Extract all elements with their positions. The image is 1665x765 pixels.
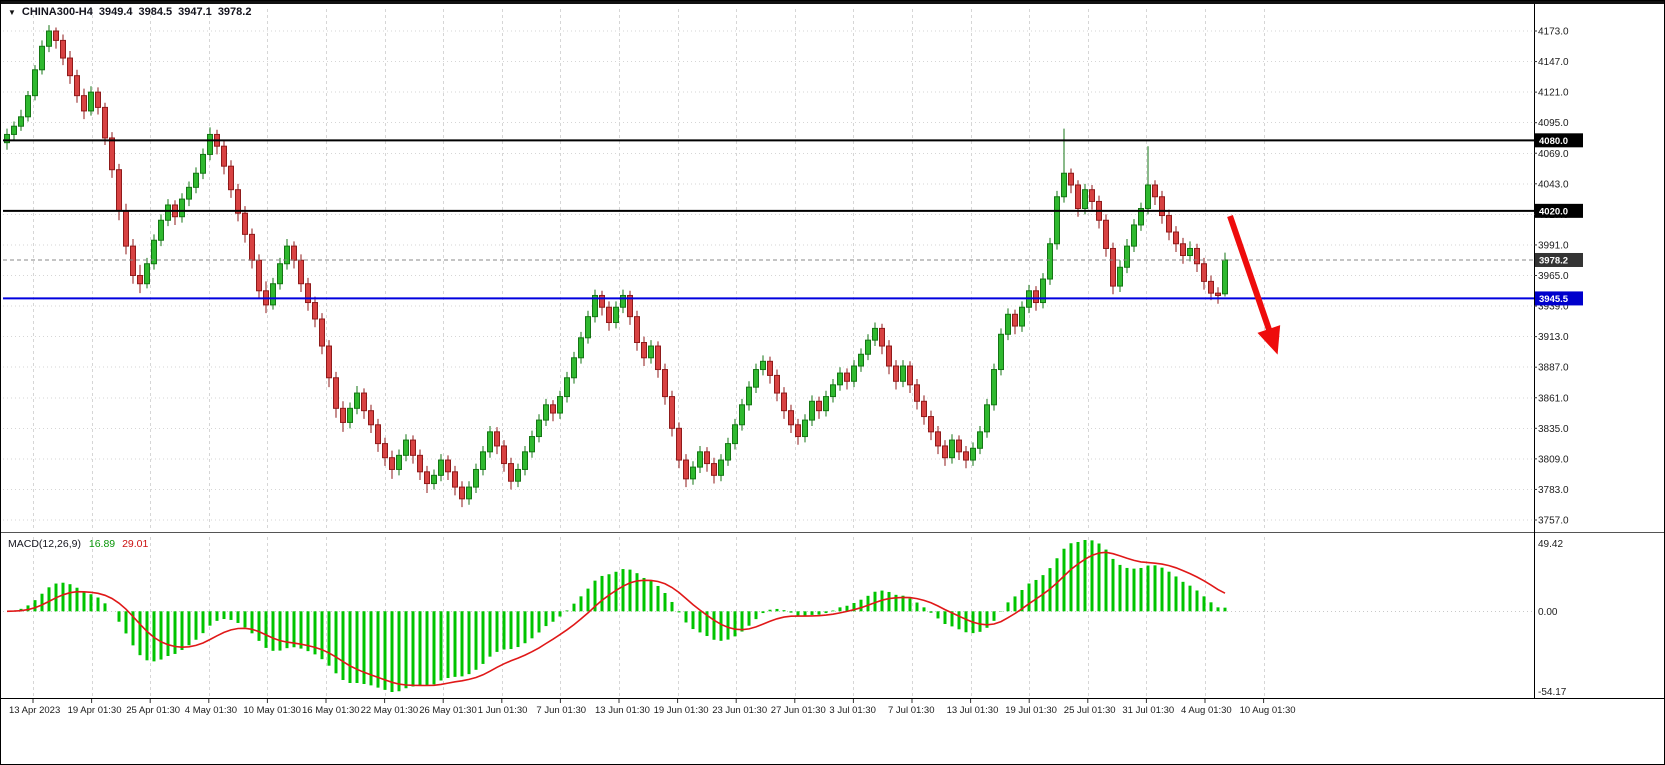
svg-text:13 Jul 01:30: 13 Jul 01:30	[947, 705, 999, 716]
bar-close-value: 3978.2	[217, 6, 252, 18]
svg-text:3861.0: 3861.0	[1538, 393, 1569, 404]
pane-separators	[1, 4, 1664, 699]
svg-text:25 Apr 01:30: 25 Apr 01:30	[126, 705, 180, 716]
svg-text:7 Jul 01:30: 7 Jul 01:30	[888, 705, 934, 716]
svg-text:3978.2: 3978.2	[1539, 255, 1568, 266]
svg-text:10 Aug 01:30: 10 Aug 01:30	[1240, 705, 1296, 716]
svg-text:3 Jul 01:30: 3 Jul 01:30	[829, 705, 875, 716]
svg-text:3965.0: 3965.0	[1538, 271, 1569, 282]
svg-text:0.00: 0.00	[1538, 607, 1558, 618]
svg-text:3945.5: 3945.5	[1539, 294, 1569, 305]
svg-text:7 Jun 01:30: 7 Jun 01:30	[536, 705, 586, 716]
svg-text:4173.0: 4173.0	[1538, 27, 1569, 38]
svg-text:4121.0: 4121.0	[1538, 88, 1569, 99]
svg-text:27 Jun 01:30: 27 Jun 01:30	[771, 705, 826, 716]
price-badge	[1535, 203, 1583, 218]
svg-text:4069.0: 4069.0	[1538, 149, 1569, 160]
chart-dropdown-icon[interactable]: ▼	[8, 7, 16, 17]
price-badge	[1535, 291, 1583, 306]
svg-text:3939.0: 3939.0	[1538, 302, 1569, 313]
svg-text:4095.0: 4095.0	[1538, 118, 1569, 129]
svg-text:4043.0: 4043.0	[1538, 179, 1569, 190]
candlesticks	[4, 25, 1228, 508]
price-badge	[1535, 133, 1583, 148]
svg-text:10 May 01:30: 10 May 01:30	[243, 705, 301, 716]
macd-pane	[3, 540, 1534, 692]
svg-text:3887.0: 3887.0	[1538, 363, 1569, 374]
time-axis[interactable]: 13 Apr 2023 19 Apr 01:30 25 Apr 01:30 4 May…	[9, 699, 1296, 716]
svg-text:3757.0: 3757.0	[1538, 516, 1569, 527]
indicator-axis[interactable]: 49.42 0.00 -54.17	[1538, 539, 1567, 698]
macd-signal-value: 29.01	[122, 538, 149, 550]
svg-text:3783.0: 3783.0	[1538, 485, 1569, 496]
svg-text:31 Jul 01:30: 31 Jul 01:30	[1122, 705, 1174, 716]
svg-text:3809.0: 3809.0	[1538, 454, 1569, 465]
macd-indicator-header: MACD(12,26,9) 16.89 29.01	[8, 538, 148, 550]
svg-text:4147.0: 4147.0	[1538, 57, 1569, 68]
svg-text:49.42: 49.42	[1538, 539, 1563, 550]
svg-text:25 Jul 01:30: 25 Jul 01:30	[1064, 705, 1116, 716]
symbol-ohlc-header: ▼ CHINA300-H4 3949.4 3984.5 3947.1 3978.…	[8, 6, 251, 18]
svg-text:4020.0: 4020.0	[1539, 206, 1568, 217]
svg-text:3913.0: 3913.0	[1538, 332, 1569, 343]
svg-text:4080.0: 4080.0	[1539, 136, 1568, 147]
svg-text:19 Jun 01:30: 19 Jun 01:30	[654, 705, 709, 716]
trend-arrow[interactable]	[1227, 215, 1281, 355]
svg-text:13 Jun 01:30: 13 Jun 01:30	[595, 705, 650, 716]
bar-open-value: 3949.4	[98, 6, 133, 18]
price-axis[interactable]: 4173.04147.04121.04095.04069.04043.04017…	[1534, 27, 1569, 527]
svg-text:26 May 01:30: 26 May 01:30	[419, 705, 477, 716]
svg-text:3835.0: 3835.0	[1538, 424, 1569, 435]
svg-text:1 Jun 01:30: 1 Jun 01:30	[478, 705, 528, 716]
svg-text:13 Apr 2023: 13 Apr 2023	[9, 705, 60, 716]
svg-text:19 Apr 01:30: 19 Apr 01:30	[68, 705, 122, 716]
bar-low-value: 3947.1	[178, 6, 212, 18]
bar-high-value: 3984.5	[138, 6, 173, 18]
svg-text:19 Jul 01:30: 19 Jul 01:30	[1005, 705, 1057, 716]
svg-text:16 May 01:30: 16 May 01:30	[302, 705, 360, 716]
grid	[3, 9, 1534, 697]
macd-main-value: 16.89	[88, 538, 116, 550]
svg-text:4 Aug 01:30: 4 Aug 01:30	[1181, 705, 1232, 716]
svg-text:22 May 01:30: 22 May 01:30	[361, 705, 419, 716]
svg-text:3991.0: 3991.0	[1538, 240, 1569, 251]
macd-label: MACD(12,26,9)	[8, 538, 81, 550]
price-badge	[1535, 252, 1583, 267]
price-badges: 4080.0 4020.0 3945.5 3978.2	[1535, 133, 1583, 306]
svg-text:-54.17: -54.17	[1538, 687, 1567, 698]
price-level-lines[interactable]	[3, 139, 1534, 300]
svg-text:23 Jun 01:30: 23 Jun 01:30	[712, 705, 767, 716]
symbol-period-label: CHINA300-H4	[21, 6, 93, 18]
svg-text:4 May 01:30: 4 May 01:30	[185, 705, 237, 716]
